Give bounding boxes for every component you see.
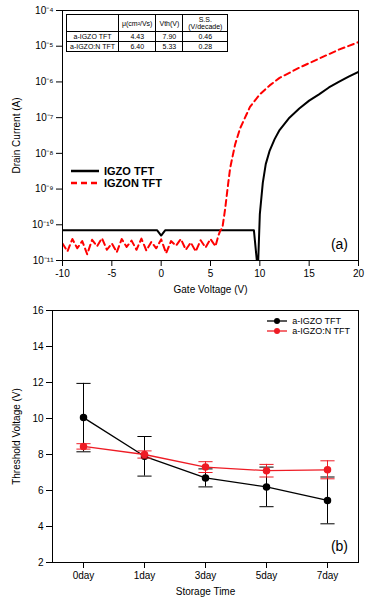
svg-text:10⁻⁹: 10⁻⁹ xyxy=(35,183,53,194)
svg-text:6: 6 xyxy=(38,485,44,496)
html-text:6.40: 6.40 xyxy=(130,43,144,50)
svg-text:10⁻⁵: 10⁻⁵ xyxy=(35,40,53,51)
svg-text:4: 4 xyxy=(38,521,44,532)
svg-text:-10: -10 xyxy=(55,268,70,279)
svg-text:7day: 7day xyxy=(317,570,339,581)
svg-text:0: 0 xyxy=(158,268,164,279)
svg-text:1day: 1day xyxy=(134,570,156,581)
svg-text:5day: 5day xyxy=(256,570,278,581)
svg-text:10⁻⁷: 10⁻⁷ xyxy=(36,112,54,123)
svg-text:Drain Current (A): Drain Current (A) xyxy=(11,97,22,173)
svg-text:10: 10 xyxy=(32,413,44,424)
html-text:a-IGZO TFT: a-IGZO TFT xyxy=(292,316,341,326)
svg-text:10⁻⁴: 10⁻⁴ xyxy=(35,5,53,16)
svg-text:5: 5 xyxy=(208,268,214,279)
svg-text:10⁻⁶: 10⁻⁶ xyxy=(35,76,53,87)
html-text:(b): (b) xyxy=(330,538,348,554)
html-text:(a): (a) xyxy=(330,236,348,252)
html-text:S.S. (V/decade): S.S. (V/decade) xyxy=(188,16,223,30)
svg-text:15: 15 xyxy=(304,268,316,279)
svg-text:Storage Time: Storage Time xyxy=(176,586,236,597)
svg-text:14: 14 xyxy=(32,341,44,352)
html-text:0.46: 0.46 xyxy=(198,33,213,40)
svg-text:8: 8 xyxy=(38,449,44,460)
svg-text:10⁻⁸: 10⁻⁸ xyxy=(35,148,53,159)
svg-text:16: 16 xyxy=(32,305,44,316)
svg-text:3day: 3day xyxy=(195,570,217,581)
svg-text:10: 10 xyxy=(254,268,266,279)
html-text:7.90: 7.90 xyxy=(162,33,177,40)
svg-text:20: 20 xyxy=(353,268,365,279)
svg-text:10⁻¹⁰: 10⁻¹⁰ xyxy=(32,219,53,230)
html-text:IGZO TFT: IGZO TFT xyxy=(104,165,155,177)
html-text:IGZON TFT: IGZON TFT xyxy=(104,177,162,189)
svg-text:Threshold Voltage (V): Threshold Voltage (V) xyxy=(11,388,22,485)
svg-text:10⁻¹¹: 10⁻¹¹ xyxy=(33,255,54,266)
svg-text:-5: -5 xyxy=(107,268,116,279)
html-text:μ(cm²/Vs): μ(cm²/Vs) xyxy=(122,19,153,27)
svg-text:12: 12 xyxy=(32,377,44,388)
html-text:5.33: 5.33 xyxy=(162,43,177,50)
html-text:a-IGZO:N TFT: a-IGZO:N TFT xyxy=(70,43,115,50)
svg-text:2: 2 xyxy=(38,557,44,568)
svg-text:0day: 0day xyxy=(73,570,95,581)
html-text:Vth(V): Vth(V) xyxy=(159,19,180,27)
svg-text:Gate Voltage (V): Gate Voltage (V) xyxy=(174,284,248,295)
html-text:a-IGZO:N TFT: a-IGZO:N TFT xyxy=(292,326,350,336)
html-text:a-IGZO TFT: a-IGZO TFT xyxy=(73,33,112,40)
html-text:0.28: 0.28 xyxy=(198,43,213,50)
html-text:4.43: 4.43 xyxy=(130,33,144,40)
